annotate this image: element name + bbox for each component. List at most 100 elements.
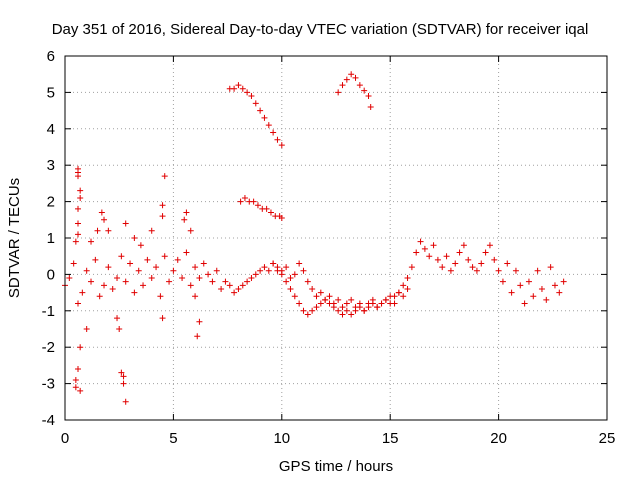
y-tick-label: 1	[47, 230, 55, 247]
data-point	[378, 300, 385, 307]
data-point	[352, 307, 359, 314]
y-tick-label: 3	[47, 157, 55, 174]
data-point	[83, 326, 90, 332]
data-point	[183, 249, 190, 256]
data-point	[187, 282, 194, 289]
data-point	[265, 267, 272, 274]
data-point	[348, 311, 355, 318]
data-point	[560, 278, 567, 285]
data-point	[486, 242, 493, 249]
data-point	[257, 267, 264, 274]
data-point	[235, 285, 242, 292]
y-axis-label: SDTVAR / TECUs	[6, 178, 23, 298]
y-tick-label: 6	[47, 48, 55, 65]
x-tick-label: 25	[599, 430, 616, 447]
data-point	[339, 311, 346, 318]
data-point	[283, 278, 290, 285]
data-point	[105, 227, 112, 234]
data-point	[70, 260, 77, 267]
data-point	[118, 253, 125, 260]
data-point	[66, 275, 73, 282]
data-point	[192, 293, 199, 300]
data-point	[239, 85, 246, 92]
data-point	[250, 198, 257, 205]
data-point	[261, 264, 268, 271]
data-point	[547, 264, 554, 271]
data-point	[196, 275, 203, 282]
data-point	[343, 76, 350, 83]
data-point	[525, 278, 532, 285]
series-main-band	[62, 238, 567, 314]
data-point	[94, 227, 101, 234]
data-point	[179, 275, 186, 282]
data-point	[556, 289, 563, 296]
data-point	[426, 253, 433, 260]
data-point	[512, 267, 519, 274]
x-tick-label: 0	[61, 430, 69, 447]
data-point	[75, 205, 82, 212]
data-point	[369, 300, 376, 307]
data-point	[120, 380, 127, 387]
data-point	[75, 366, 82, 373]
data-point	[161, 253, 168, 260]
data-point	[122, 278, 129, 285]
data-point	[96, 293, 103, 300]
data-point	[122, 220, 129, 227]
data-point	[313, 293, 320, 300]
y-tick-label: -3	[42, 376, 55, 393]
data-point	[79, 289, 86, 296]
data-point	[521, 300, 528, 307]
data-point	[83, 267, 90, 274]
data-point	[109, 285, 116, 292]
data-point	[473, 267, 480, 274]
data-point	[131, 235, 138, 241]
data-point	[257, 107, 264, 114]
data-point	[417, 238, 424, 245]
data-point	[77, 344, 84, 351]
data-point	[159, 202, 166, 209]
data-point	[105, 264, 112, 271]
series-early-spikes	[72, 165, 203, 405]
data-point	[465, 256, 472, 263]
data-point	[530, 293, 537, 300]
data-point	[365, 93, 372, 100]
data-point	[75, 231, 82, 238]
series-upper-arc-2	[335, 71, 374, 110]
data-point	[72, 384, 79, 391]
data-point	[274, 136, 281, 143]
x-tick-label: 15	[382, 430, 399, 447]
data-point	[482, 249, 489, 256]
data-point	[237, 198, 244, 205]
data-point	[72, 238, 79, 245]
data-point	[101, 216, 108, 223]
data-point	[309, 307, 316, 314]
y-tick-label: -2	[42, 339, 55, 356]
data-point	[222, 278, 229, 285]
data-point	[543, 296, 550, 303]
data-point	[278, 142, 285, 149]
data-point	[127, 260, 134, 267]
series-lower-arc	[270, 260, 411, 318]
data-point	[504, 260, 511, 267]
data-point	[356, 304, 363, 311]
data-point	[98, 209, 105, 216]
data-point	[304, 278, 311, 285]
data-point	[367, 103, 374, 110]
data-point	[395, 289, 402, 296]
data-point	[92, 256, 99, 263]
data-point	[77, 194, 84, 201]
data-point	[270, 129, 277, 136]
data-point	[267, 209, 274, 216]
x-axis-label: GPS time / hours	[279, 458, 393, 475]
data-point	[194, 333, 201, 340]
data-point	[148, 227, 155, 234]
data-point	[456, 249, 463, 256]
chart-title: Day 351 of 2016, Sidereal Day-to-day VTE…	[52, 21, 589, 38]
data-point	[538, 285, 545, 292]
data-point	[452, 260, 459, 267]
axis-ticks	[64, 55, 608, 421]
data-point	[122, 398, 129, 405]
data-point	[263, 205, 270, 212]
data-point	[131, 289, 138, 296]
